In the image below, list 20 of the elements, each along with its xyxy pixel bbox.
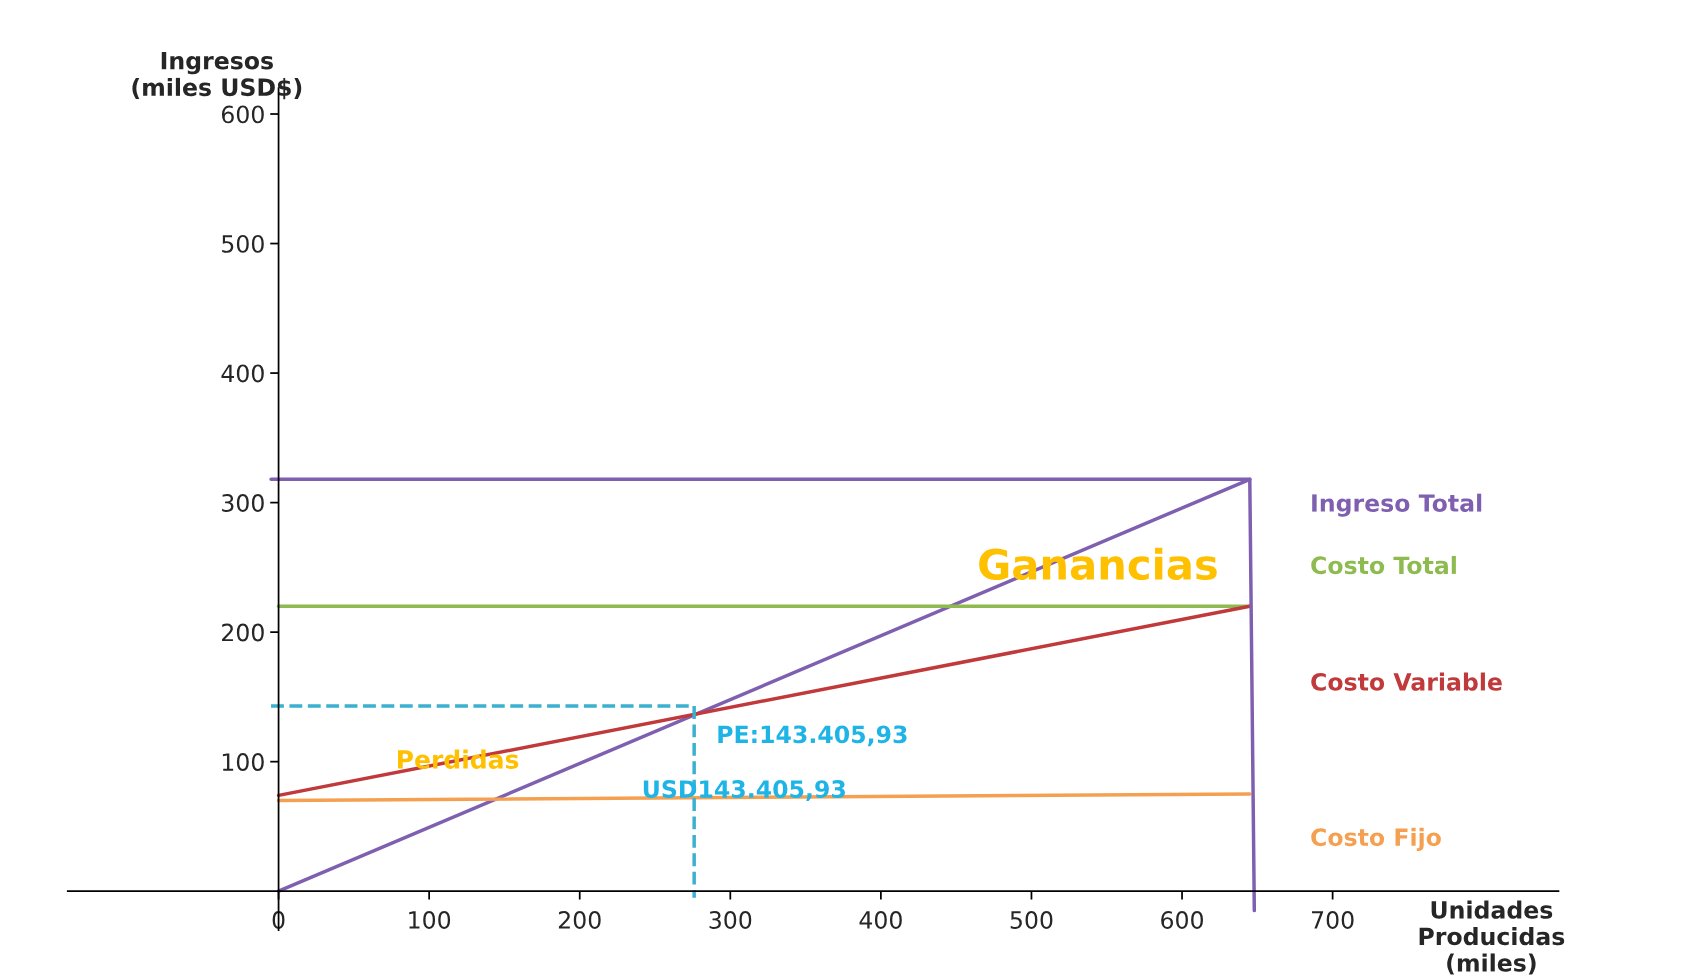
y-tick-label: 600 — [221, 105, 264, 124]
y-tick-label: 200 — [222, 623, 264, 642]
y-tick-label: 100 — [222, 753, 264, 771]
x-tick-label: 300 — [709, 911, 752, 929]
y-tick-label: 500 — [222, 234, 264, 253]
y-tick-label: 400 — [221, 364, 264, 383]
text: Costo Variable — [1311, 672, 1502, 691]
text: Ingreso Total — [1312, 493, 1482, 517]
text: Costo Fijo — [1311, 827, 1441, 851]
x-tick-label: 700 — [1312, 911, 1354, 929]
x-tick-label: 600 — [1161, 911, 1203, 929]
x-tick-label: 200 — [558, 911, 601, 929]
x-tick-label: 400 — [859, 911, 902, 929]
x-axis-title: Unidades Producidas (miles) — [1419, 900, 1565, 975]
annotation: PE:143.405,93 — [718, 725, 907, 747]
x-tick-label: 100 — [409, 911, 451, 929]
y-tick-label: 300 — [222, 494, 264, 512]
y-axis-title: Ingresos (miles USD$) — [132, 51, 302, 100]
x-tick-label: 500 — [1010, 911, 1053, 929]
text: Costo Total — [1311, 555, 1456, 575]
